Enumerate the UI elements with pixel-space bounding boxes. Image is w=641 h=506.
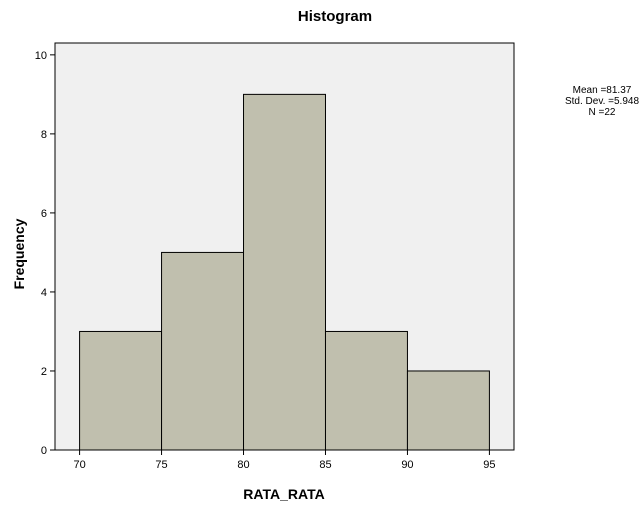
y-tick-label: 0 <box>41 445 47 457</box>
x-tick-label: 75 <box>155 459 167 471</box>
y-tick-label: 6 <box>41 208 47 220</box>
y-axis-label: Frequency <box>11 218 27 289</box>
histogram-bar <box>406 370 490 451</box>
stats-mean: Mean =81.37 <box>573 85 632 96</box>
chart-title: Histogram <box>298 8 372 25</box>
y-tick-label: 2 <box>41 366 47 378</box>
x-tick-label: 90 <box>401 459 413 471</box>
stats-n: N =22 <box>589 107 616 118</box>
histogram-bar <box>243 93 326 451</box>
y-axis: 0 2 4 6 8 10 <box>35 50 55 457</box>
histogram-bar <box>161 251 245 451</box>
histogram-bar <box>79 330 163 451</box>
histogram-bar <box>324 330 408 451</box>
x-tick-label: 85 <box>319 459 331 471</box>
bars-group <box>79 93 490 451</box>
x-tick-label: 70 <box>73 459 85 471</box>
y-tick-label: 8 <box>41 129 47 141</box>
y-tick-label: 10 <box>35 50 47 62</box>
x-tick-label: 80 <box>237 459 249 471</box>
x-axis: 70 75 80 85 90 95 <box>73 450 496 471</box>
x-axis-label: RATA_RATA <box>243 486 324 502</box>
x-tick-label: 95 <box>483 459 495 471</box>
y-tick-label: 4 <box>41 287 47 299</box>
stats-std-dev: Std. Dev. =5.948 <box>565 96 639 107</box>
